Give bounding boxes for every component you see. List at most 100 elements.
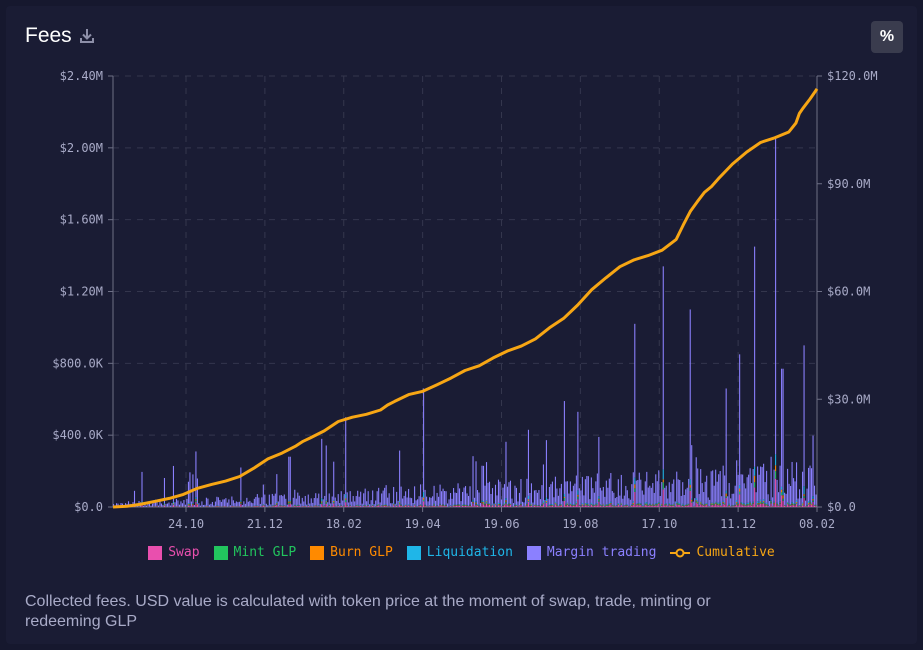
fee-bar-liquidation — [752, 501, 754, 503]
fee-bar-margin — [641, 490, 643, 506]
fee-bar-burn — [240, 501, 242, 503]
fee-bar-liquidation — [812, 496, 814, 499]
fee-bar-swap — [638, 505, 640, 507]
fee-bar-margin — [363, 493, 365, 506]
fee-bar-margin — [331, 496, 333, 506]
fee-bar-margin — [529, 492, 531, 505]
fee-bar-margin — [739, 354, 741, 486]
fee-bar-mint — [321, 502, 323, 505]
fee-bar-liquidation — [776, 502, 778, 504]
fee-bar-burn — [631, 504, 633, 506]
fee-bar-liquidation — [268, 505, 270, 506]
fee-bar-mint — [746, 504, 748, 506]
fee-bar-mint — [463, 505, 465, 507]
fee-bar-liquidation — [728, 503, 730, 505]
legend-item-cumulative[interactable]: Cumulative — [670, 545, 775, 560]
fee-bar-swap — [626, 505, 628, 507]
fee-bar-margin — [312, 502, 314, 507]
fee-bar-margin — [674, 501, 676, 507]
fee-bar-margin — [607, 487, 609, 505]
fee-bar-margin — [325, 445, 327, 501]
percent-toggle-button[interactable]: % — [871, 21, 903, 53]
fee-bar-swap — [773, 504, 775, 507]
fee-bar-margin — [328, 493, 330, 505]
fee-bar-margin — [249, 500, 251, 507]
fee-bar-margin — [595, 481, 597, 504]
fee-bar-margin — [234, 503, 236, 507]
fee-bar-margin — [779, 465, 781, 502]
fee-bar-margin — [153, 500, 155, 506]
fee-bar-swap — [604, 506, 606, 507]
fee-bar-margin — [232, 500, 234, 506]
legend-label-burn-glp: Burn GLP — [330, 545, 393, 560]
fee-bar-burn — [791, 503, 793, 505]
legend-item-burn-glp[interactable]: Burn GLP — [310, 545, 393, 560]
fee-bar-burn — [442, 504, 444, 506]
fee-bar-margin — [124, 503, 127, 507]
fee-bar-burn — [189, 504, 191, 505]
legend-item-swap[interactable]: Swap — [148, 545, 200, 560]
fee-bar-swap — [409, 506, 411, 507]
fee-bar-margin — [811, 468, 813, 503]
fee-bar-margin — [770, 456, 772, 501]
fee-bar-burn — [321, 501, 323, 503]
fee-bar-liquidation — [572, 504, 574, 505]
fee-bar-swap — [764, 505, 766, 507]
fee-bar-margin — [217, 497, 219, 506]
fee-bar-margin — [427, 501, 429, 507]
fee-bar-liquidation — [405, 504, 407, 505]
fee-bar-swap — [571, 506, 573, 507]
fee-bar-margin — [622, 498, 624, 506]
y-left-tick-label: $0.0 — [74, 500, 103, 514]
fee-bar-swap — [788, 505, 790, 507]
fee-bar-swap — [742, 505, 744, 507]
fee-bar-margin — [220, 501, 222, 507]
download-icon[interactable] — [78, 27, 96, 45]
fee-bar-margin — [743, 483, 745, 504]
fee-bar-liquidation — [808, 501, 810, 503]
fee-bar-burn — [781, 489, 783, 493]
fee-bar-burn — [737, 503, 739, 505]
fee-bar-margin — [210, 503, 212, 507]
fee-bar-liquidation — [716, 502, 718, 504]
fee-bar-liquidation — [453, 504, 455, 506]
fee-bar-liquidation — [505, 498, 507, 501]
fee-bar-swap — [499, 505, 501, 507]
fee-bar-swap — [647, 505, 649, 507]
fee-bar-swap — [560, 505, 562, 507]
legend-item-margin-trading[interactable]: Margin trading — [526, 545, 656, 560]
fee-bar-margin — [258, 497, 260, 506]
fee-bar-margin — [478, 492, 480, 506]
fee-bar-burn — [554, 502, 556, 504]
fee-bar-swap — [550, 505, 552, 507]
fee-bar-swap — [279, 506, 281, 507]
fee-bar-margin — [616, 496, 618, 506]
fee-bar-swap — [643, 506, 645, 507]
fee-bar-mint — [793, 504, 795, 506]
fee-bar-burn — [685, 505, 687, 506]
fee-bar-margin — [285, 498, 287, 506]
fee-bar-margin — [250, 502, 252, 507]
fee-bar-mint — [757, 503, 759, 505]
fee-bar-margin — [757, 466, 759, 502]
fee-bar-margin — [775, 138, 777, 455]
fee-bar-margin — [754, 246, 756, 467]
fee-bar-margin — [226, 502, 228, 507]
fee-bar-swap — [610, 504, 612, 507]
fee-bar-margin — [791, 461, 793, 503]
y-left-tick-label: $400.0K — [52, 428, 103, 442]
fee-bar-liquidation — [472, 499, 474, 502]
fee-bar-burn — [743, 504, 745, 506]
fee-bar-swap — [207, 506, 209, 507]
fee-bar-liquidation — [563, 493, 565, 497]
fee-bar-margin — [623, 495, 625, 506]
fee-bar-liquidation — [811, 502, 813, 504]
fee-bar-margin — [421, 497, 423, 506]
legend-item-mint-glp[interactable]: Mint GLP — [213, 545, 296, 560]
fee-bar-liquidation — [324, 505, 326, 506]
fee-bar-mint — [695, 501, 697, 503]
legend-item-liquidation[interactable]: Liquidation — [406, 545, 513, 560]
fee-bar-swap — [554, 504, 556, 507]
fee-bar-mint — [779, 503, 781, 504]
fee-bar-margin — [547, 498, 549, 506]
